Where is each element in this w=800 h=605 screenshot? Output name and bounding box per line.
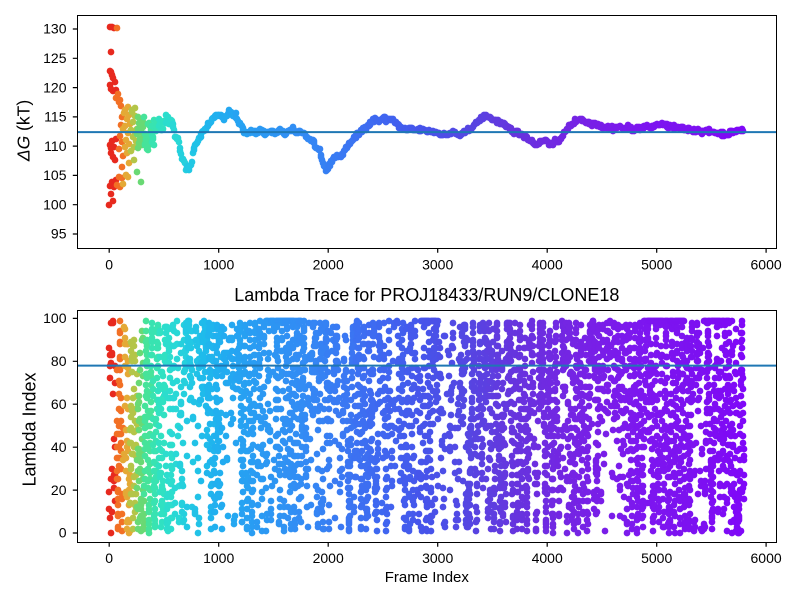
svg-text:Lambda Index: Lambda Index bbox=[20, 372, 40, 486]
svg-text:60: 60 bbox=[51, 396, 67, 412]
svg-text:Frame Index: Frame Index bbox=[385, 569, 470, 586]
svg-text:105: 105 bbox=[43, 167, 67, 183]
svg-text:110: 110 bbox=[44, 138, 67, 154]
svg-text:3000: 3000 bbox=[422, 257, 453, 273]
svg-text:130: 130 bbox=[43, 21, 67, 37]
svg-text:4000: 4000 bbox=[532, 550, 563, 566]
svg-text:0: 0 bbox=[105, 550, 113, 566]
svg-text:80: 80 bbox=[51, 353, 67, 369]
svg-text:3000: 3000 bbox=[422, 550, 453, 566]
svg-text:ΔG (kT): ΔG (kT) bbox=[14, 100, 34, 162]
svg-text:1000: 1000 bbox=[203, 550, 234, 566]
svg-text:0: 0 bbox=[105, 257, 113, 273]
svg-text:100: 100 bbox=[43, 310, 67, 326]
svg-text:5000: 5000 bbox=[641, 550, 672, 566]
svg-text:5000: 5000 bbox=[641, 257, 672, 273]
svg-text:6000: 6000 bbox=[751, 550, 782, 566]
svg-text:95: 95 bbox=[51, 226, 67, 242]
svg-text:2000: 2000 bbox=[313, 257, 344, 273]
svg-text:Lambda Trace for PROJ18433/RUN: Lambda Trace for PROJ18433/RUN9/CLONE18 bbox=[234, 285, 619, 305]
svg-text:6000: 6000 bbox=[751, 257, 782, 273]
svg-text:4000: 4000 bbox=[532, 257, 563, 273]
svg-text:40: 40 bbox=[51, 439, 67, 455]
svg-text:115: 115 bbox=[44, 109, 67, 125]
svg-text:125: 125 bbox=[43, 50, 67, 66]
svg-text:20: 20 bbox=[51, 482, 67, 498]
svg-text:0: 0 bbox=[59, 525, 67, 541]
svg-text:2000: 2000 bbox=[313, 550, 344, 566]
svg-text:1000: 1000 bbox=[203, 257, 234, 273]
svg-text:120: 120 bbox=[43, 79, 67, 95]
svg-text:100: 100 bbox=[43, 196, 67, 212]
